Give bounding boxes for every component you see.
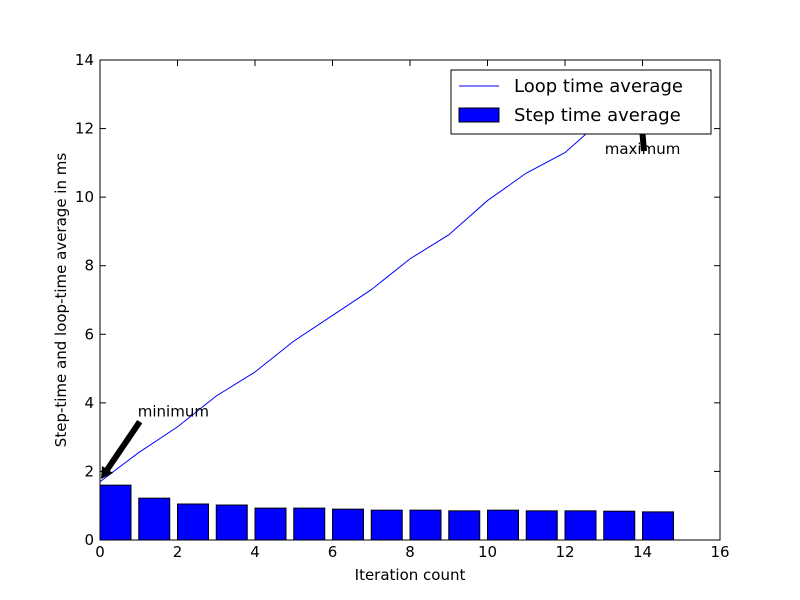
y-tick-label: 2 [84,462,94,480]
x-tick-label: 2 [173,543,183,561]
y-tick-label: 0 [84,531,94,549]
legend-box [450,69,712,135]
bar [603,510,636,541]
bar [525,510,558,541]
bar [448,510,481,541]
y-tick-label: 6 [84,325,94,343]
minimum-label: minimum [138,403,209,421]
y-tick-label: 8 [84,257,94,275]
y-tick-label: 14 [75,51,94,69]
y-tick-label: 4 [84,394,94,412]
x-axis-label: Iteration count [355,566,466,584]
bars-layer [99,484,674,541]
x-tick-label: 6 [328,543,338,561]
x-tick-label: 16 [710,543,729,561]
loop-time-line [99,93,643,483]
bar [293,507,326,541]
bar [177,503,209,541]
legend-label-step: Step time average [514,105,681,126]
legend: Loop time average Step time average [450,69,712,135]
legend-bar-swatch [458,107,500,123]
y-tick-label: 12 [75,120,94,138]
bar [332,508,364,541]
x-tick-label: 12 [555,543,574,561]
bar [370,509,403,541]
legend-label-loop: Loop time average [514,76,683,97]
y-tick-label: 10 [75,188,94,206]
minimum-arrow-head [101,465,113,479]
bar [487,509,519,541]
minimum-arrow [104,420,143,472]
x-tick-label: 4 [250,543,260,561]
bar [138,497,171,541]
bar [254,507,287,541]
ticks-layer: 0 2 4 6 8 10 12 14 16 0 2 4 6 8 10 12 14 [75,51,730,561]
x-tick-label: 8 [405,543,415,561]
x-tick-label: 14 [633,543,652,561]
bar [99,484,132,541]
line-layer [99,93,643,483]
y-axis-label: Step-time and loop-time average in ms [52,153,70,448]
bar [564,510,597,541]
bar [215,504,248,541]
x-tick-label: 10 [478,543,497,561]
annotations-layer: minimum maximum [101,127,681,479]
x-tick-label: 0 [95,543,105,561]
maximum-label: maximum [605,140,681,158]
bar [409,509,442,541]
bar [642,511,674,541]
